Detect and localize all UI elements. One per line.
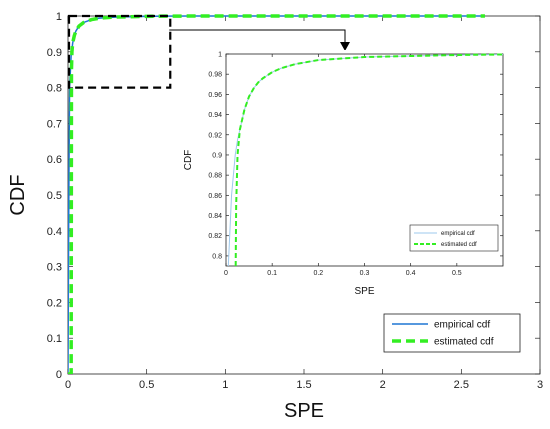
inset-x-tick-label: 0.1 (267, 270, 277, 277)
main-y-tick-label: 0.5 (47, 190, 62, 202)
main-x-tick-label: 2.5 (454, 379, 469, 391)
inset-legend: empirical cdf estimated cdf (409, 224, 499, 252)
inset-x-tick-label: 0.3 (360, 270, 370, 277)
inset-y-tick-label: 1 (218, 52, 222, 59)
inset-y-tick-label: 0.82 (208, 233, 222, 240)
zoom-arrow-line (169, 29, 346, 44)
inset-y-tick-label: 0.98 (208, 72, 222, 79)
main-x-tick-label: 0.5 (139, 379, 154, 391)
inset-y-tick-label: 0.84 (208, 213, 222, 220)
inset-x-tick-label: 0.4 (406, 270, 416, 277)
inset-x-tick-label: 0 (224, 270, 228, 277)
main-x-tick-label: 1 (222, 379, 228, 391)
main-legend: empirical cdf estimated cdf (383, 313, 521, 353)
inset-y-axis-title: CDF (183, 150, 194, 171)
inset-series-group (227, 53, 503, 266)
inset-y-tick-label: 0.96 (208, 92, 222, 99)
inset-y-tick-label: 0.86 (208, 193, 222, 200)
inset-y-tick-label: 0.9 (212, 152, 222, 159)
inset-legend-label-0: empirical cdf (441, 231, 475, 237)
zoom-box (67, 14, 172, 89)
inset-x-tick-label: 0.5 (452, 270, 462, 277)
inset-series-line-0 (227, 54, 503, 266)
main-y-tick-label: 0 (56, 369, 62, 381)
main-y-tick-label: 0.3 (47, 262, 62, 274)
inset-y-tick-label: 0.92 (208, 132, 222, 139)
inset-y-tick-label: 0.88 (208, 173, 222, 180)
inset-legend-box (409, 224, 499, 252)
inset-legend-label-1: estimated cdf (441, 242, 477, 248)
inset-y-tick-label: 0.94 (208, 112, 222, 119)
main-x-tick-label: 1.5 (296, 379, 311, 391)
main-x-tick-label: 0 (65, 379, 71, 391)
main-y-tick-label: 0.9 (47, 47, 62, 59)
main-y-tick-label: 1 (56, 11, 62, 23)
inset-y-tick-label: 0.8 (212, 253, 222, 260)
main-x-axis-title: SPE (284, 400, 324, 422)
main-legend-label-1: estimated cdf (434, 337, 494, 348)
main-y-tick-label: 0.7 (47, 118, 62, 130)
main-y-tick-label: 0.6 (47, 154, 62, 166)
inset-series-line-1 (234, 53, 503, 266)
inset-x-axis-title: SPE (354, 286, 374, 297)
zoom-indicator (67, 14, 350, 89)
inset-plot: 0 0.1 0.2 0.3 0.4 0.5 0.8 0.82 0.84 0.86 0.88 0.9 0.… (183, 50, 510, 300)
main-y-axis-title: CDF (7, 174, 29, 215)
zoom-arrow-head (340, 42, 350, 51)
main-series-line-1 (68, 14, 485, 374)
inset-x-tick-label: 0.2 (313, 270, 323, 277)
main-x-tick-label: 2 (380, 379, 386, 391)
main-legend-box (383, 313, 521, 353)
main-y-tick-label: 0.1 (47, 333, 62, 345)
main-y-tick-label: 0.4 (47, 226, 62, 238)
main-y-tick-label: 0.8 (47, 83, 62, 95)
main-y-tick-label: 0.2 (47, 297, 62, 309)
main-legend-label-0: empirical cdf (434, 320, 490, 331)
main-x-tick-label: 3 (537, 379, 543, 391)
